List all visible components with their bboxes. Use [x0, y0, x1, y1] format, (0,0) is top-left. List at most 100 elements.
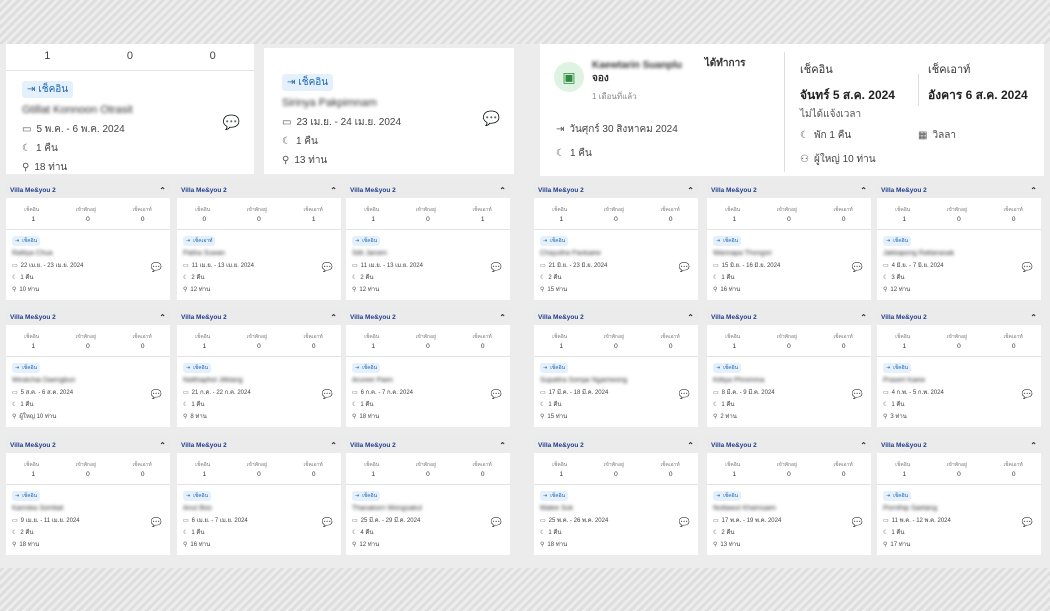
stat-staying-count: 0: [787, 343, 791, 350]
stat-checkout-count: 0: [668, 216, 673, 223]
chevron-up-icon[interactable]: ⌃: [159, 440, 166, 450]
stats-header: เช็คอิน เข้าพักอยู่ เช็คเอาท์: [707, 206, 871, 214]
card-header[interactable]: Villa Me&you 2 ⌃: [534, 182, 698, 198]
card-header[interactable]: Villa Me&you 2 ⌃: [534, 437, 698, 453]
chevron-up-icon[interactable]: ⌃: [687, 440, 694, 450]
comment-icon[interactable]: 💬: [678, 517, 690, 527]
card-header[interactable]: Villa Me&you 2 ⌃: [877, 437, 1041, 453]
card-header[interactable]: Villa Me&you 2 ⌃: [877, 309, 1041, 325]
stat-staying-count: 0: [426, 343, 430, 350]
booking-card[interactable]: Villa Me&you 2 ⌃ เช็คอิน เข้าพักอยู่ เช็…: [707, 182, 871, 300]
stat-checkin-count: 1: [732, 216, 737, 223]
chevron-up-icon[interactable]: ⌃: [860, 440, 867, 450]
comment-icon[interactable]: 💬: [321, 389, 333, 399]
chevron-up-icon[interactable]: ⌃: [687, 185, 694, 195]
stat-checkin-count: 1: [31, 471, 36, 478]
booking-card-large-2[interactable]: ⇥ เช็คอิน Sirinya Pakpimnam ▭ 23 เม.ย. - 2…: [264, 48, 514, 174]
chevron-up-icon[interactable]: ⌃: [330, 185, 337, 195]
chevron-up-icon[interactable]: ⌃: [1030, 440, 1037, 450]
comment-icon[interactable]: 💬: [490, 517, 502, 527]
comment-icon[interactable]: 💬: [1021, 389, 1033, 399]
card-header[interactable]: Villa Me&you 2 ⌃: [177, 437, 341, 453]
divider: [707, 356, 871, 357]
booking-card[interactable]: Villa Me&you 2 ⌃ เช็คอิน เข้าพักอยู่ เช็…: [534, 309, 698, 427]
comment-icon[interactable]: 💬: [1021, 262, 1033, 272]
guests-row: ⚲ 12 ท่าน: [183, 286, 211, 294]
booking-card[interactable]: Villa Me&you 2 ⌃ เช็คอิน เข้าพักอยู่ เช็…: [877, 182, 1041, 300]
chevron-up-icon[interactable]: ⌃: [159, 185, 166, 195]
nights-row: ☾ 2 คืน: [183, 274, 205, 282]
booking-card[interactable]: Villa Me&you 2 ⌃ เช็คอิน เข้าพักอยู่ เช็…: [6, 309, 170, 427]
comment-icon[interactable]: 💬: [482, 110, 500, 126]
card-header[interactable]: Villa Me&you 2 ⌃: [346, 309, 510, 325]
chevron-up-icon[interactable]: ⌃: [499, 440, 506, 450]
booking-card[interactable]: Villa Me&you 2 ⌃ เช็คอิน เข้าพักอยู่ เช็…: [346, 309, 510, 427]
booking-card-large-1[interactable]: 1 0 0 ⇥ เช็คอิน Gtillat Konnoon Otrasit ▭…: [6, 44, 254, 174]
comment-icon[interactable]: 💬: [150, 517, 162, 527]
booking-card[interactable]: Villa Me&you 2 ⌃ เช็คอิน เข้าพักอยู่ เช็…: [534, 437, 698, 555]
card-header[interactable]: Villa Me&you 2 ⌃: [346, 182, 510, 198]
card-header[interactable]: Villa Me&you 2 ⌃: [707, 309, 871, 325]
card-header[interactable]: Villa Me&you 2 ⌃: [707, 437, 871, 453]
booking-card[interactable]: Villa Me&you 2 ⌃ เช็คอิน เข้าพักอยู่ เช็…: [6, 437, 170, 555]
card-header[interactable]: Villa Me&you 2 ⌃: [177, 182, 341, 198]
chevron-up-icon[interactable]: ⌃: [860, 185, 867, 195]
chevron-up-icon[interactable]: ⌃: [1030, 312, 1037, 322]
comment-icon[interactable]: 💬: [1021, 517, 1033, 527]
booking-card[interactable]: Villa Me&you 2 ⌃ เช็คอิน เข้าพักอยู่ เช็…: [707, 437, 871, 555]
comment-icon[interactable]: 💬: [321, 262, 333, 272]
booking-confirmed-icon: ▣: [554, 62, 584, 92]
comment-icon[interactable]: 💬: [851, 262, 863, 272]
col-staying: เข้าพักอยู่: [415, 207, 436, 213]
chevron-up-icon[interactable]: ⌃: [499, 185, 506, 195]
guest-name: Kittiya Phromma: [713, 377, 765, 384]
card-header[interactable]: Villa Me&you 2 ⌃: [346, 437, 510, 453]
col-staying: เข้าพักอยู่: [776, 207, 797, 213]
comment-icon[interactable]: 💬: [851, 389, 863, 399]
stats-values: 1 0 0: [346, 343, 510, 350]
booking-card[interactable]: Villa Me&you 2 ⌃ เช็คอิน เข้าพักอยู่ เช็…: [346, 437, 510, 555]
chevron-up-icon[interactable]: ⌃: [330, 440, 337, 450]
login-icon: ⇥: [355, 238, 360, 244]
stat-checkout-count: 0: [841, 343, 846, 350]
booking-card[interactable]: Villa Me&you 2 ⌃ เช็คอิน เข้าพักอยู่ เช็…: [877, 309, 1041, 427]
guest-name: Arunee Paen: [352, 377, 393, 384]
guest-name: Anut Boo: [183, 505, 212, 512]
card-header[interactable]: Villa Me&you 2 ⌃: [6, 309, 170, 325]
booking-card[interactable]: Villa Me&you 2 ⌃ เช็คอิน เข้าพักอยู่ เช็…: [177, 309, 341, 427]
stat-checkout-count: 0: [1011, 216, 1016, 223]
comment-icon[interactable]: 💬: [678, 389, 690, 399]
chevron-up-icon[interactable]: ⌃: [330, 312, 337, 322]
booking-card[interactable]: Villa Me&you 2 ⌃ เช็คอิน เข้าพักอยู่ เช็…: [877, 437, 1041, 555]
col-checkout: เช็คเอาท์: [472, 334, 492, 340]
stat-staying-count: 0: [257, 216, 261, 223]
comment-icon[interactable]: 💬: [150, 389, 162, 399]
comment-icon[interactable]: 💬: [490, 389, 502, 399]
villa-name: Villa Me&you 2: [711, 441, 757, 449]
comment-icon[interactable]: 💬: [678, 262, 690, 272]
chevron-up-icon[interactable]: ⌃: [159, 312, 166, 322]
comment-icon[interactable]: 💬: [222, 114, 240, 130]
booking-card[interactable]: Villa Me&you 2 ⌃ เช็คอิน เข้าพักอยู่ เช็…: [707, 309, 871, 427]
stat-staying-count: 0: [257, 471, 261, 478]
comment-icon[interactable]: 💬: [851, 517, 863, 527]
booking-card[interactable]: Villa Me&you 2 ⌃ เช็คอิน เข้าพักอยู่ เช็…: [346, 182, 510, 300]
booking-card[interactable]: Villa Me&you 2 ⌃ เช็คอิน เข้าพักอยู่ เช็…: [177, 437, 341, 555]
comment-icon[interactable]: 💬: [490, 262, 502, 272]
chevron-up-icon[interactable]: ⌃: [499, 312, 506, 322]
card-header[interactable]: Villa Me&you 2 ⌃: [877, 182, 1041, 198]
calendar-icon: ▭: [883, 262, 889, 269]
chevron-up-icon[interactable]: ⌃: [1030, 185, 1037, 195]
card-header[interactable]: Villa Me&you 2 ⌃: [6, 437, 170, 453]
comment-icon[interactable]: 💬: [321, 517, 333, 527]
booking-card[interactable]: Villa Me&you 2 ⌃ เช็คอิน เข้าพักอยู่ เช็…: [6, 182, 170, 300]
chevron-up-icon[interactable]: ⌃: [687, 312, 694, 322]
card-header[interactable]: Villa Me&you 2 ⌃: [6, 182, 170, 198]
booking-card[interactable]: Villa Me&you 2 ⌃ เช็คอิน เข้าพักอยู่ เช็…: [177, 182, 341, 300]
comment-icon[interactable]: 💬: [150, 262, 162, 272]
card-header[interactable]: Villa Me&you 2 ⌃: [534, 309, 698, 325]
card-header[interactable]: Villa Me&you 2 ⌃: [177, 309, 341, 325]
card-header[interactable]: Villa Me&you 2 ⌃: [707, 182, 871, 198]
chevron-up-icon[interactable]: ⌃: [860, 312, 867, 322]
booking-card[interactable]: Villa Me&you 2 ⌃ เช็คอิน เข้าพักอยู่ เช็…: [534, 182, 698, 300]
